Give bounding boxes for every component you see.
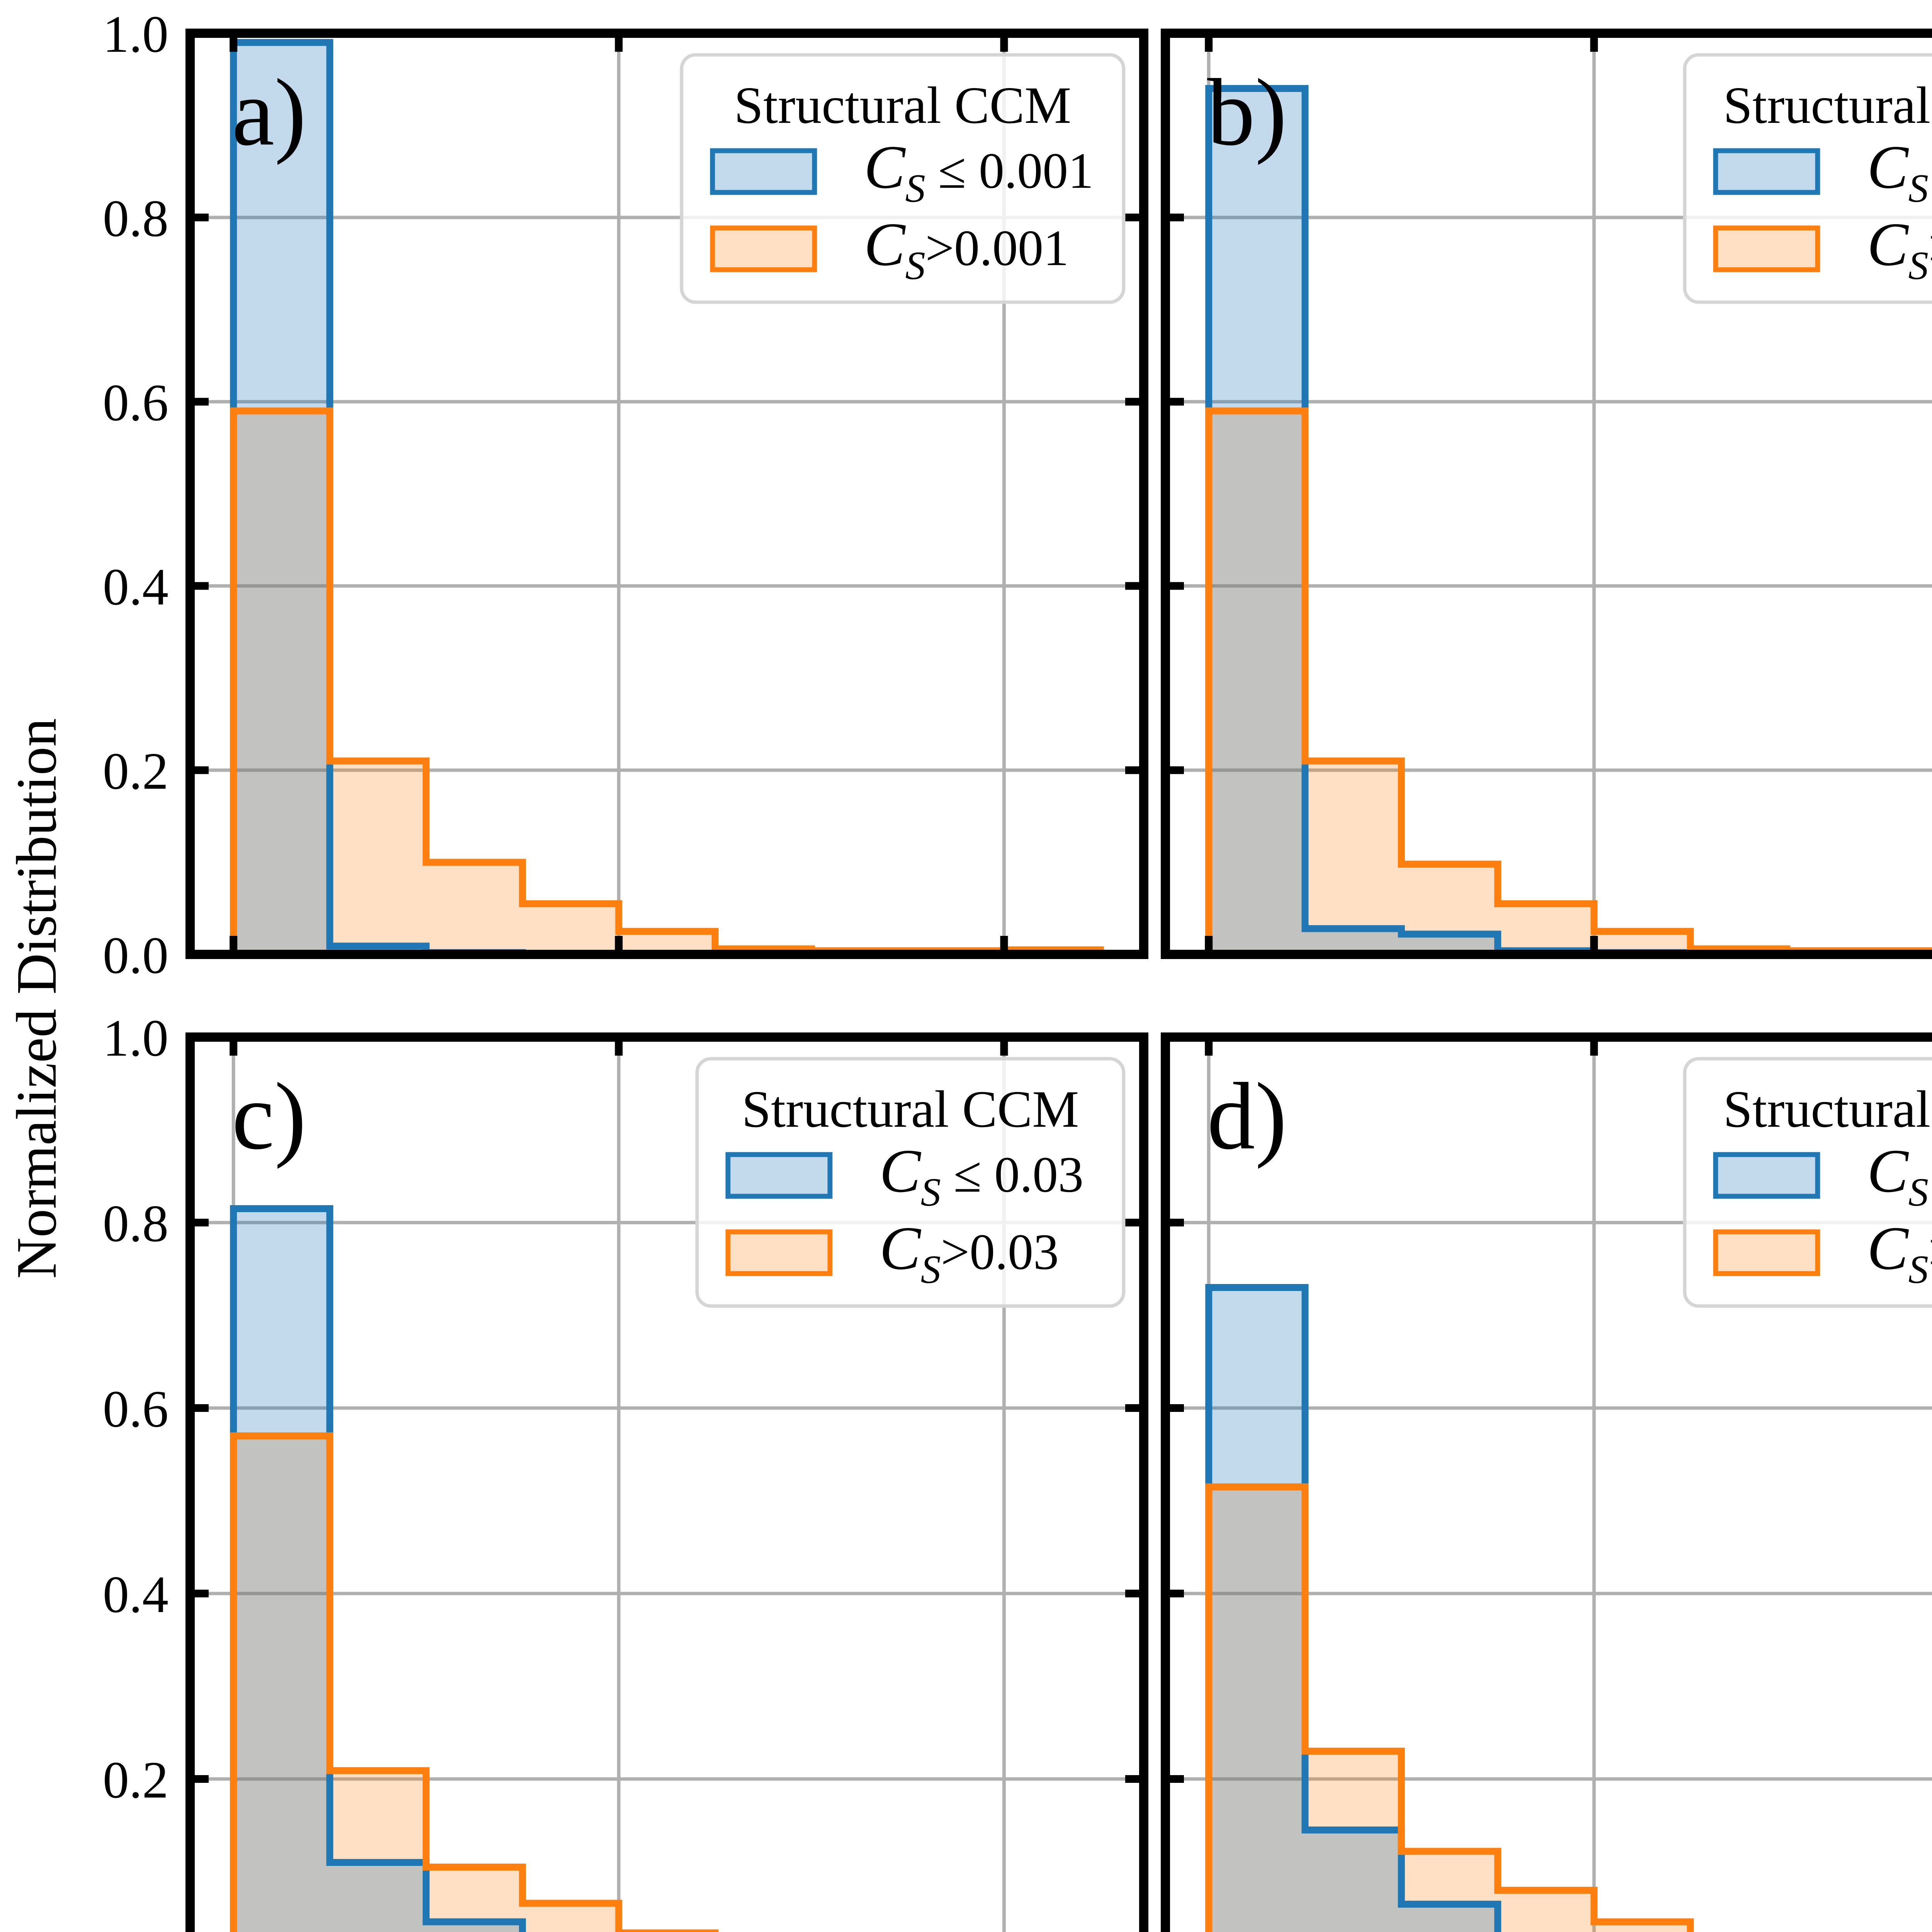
axes-spines <box>1161 29 1932 959</box>
legend-swatch-cs-le <box>1713 1152 1820 1199</box>
y-tick-label: 1.0 <box>103 5 168 63</box>
hist-edge-cs-le <box>230 1205 526 1932</box>
legend-swatch-cs-gt <box>1713 225 1820 272</box>
y-tick-label: 0.2 <box>103 1751 168 1809</box>
legend-box <box>1683 53 1932 304</box>
hist-fill-cs-le <box>233 42 1100 954</box>
y-tick-label: 0.4 <box>103 558 168 616</box>
y-tick-label: 0.0 <box>103 927 168 985</box>
hist-fill-cs-gt <box>1209 1487 1690 1932</box>
hist-fill-cs-le <box>233 1209 523 1932</box>
legend-swatch-cs-gt <box>1713 1229 1820 1276</box>
legend-label-cs-gt: CS>0.001 <box>864 210 1069 288</box>
legend-label-cs-le: CS ≤ 0.06 <box>1867 1136 1932 1214</box>
y-tick-label: 0.8 <box>103 190 168 248</box>
legend-swatch-cs-le <box>1713 148 1820 195</box>
panel-letter: b) <box>1207 59 1287 165</box>
axes-spines <box>185 1032 1148 1932</box>
hist-fill-cs-le <box>1209 1287 1498 1932</box>
y-axis-label: Normalized Distribution <box>5 718 68 1279</box>
y-tick-label: 0.6 <box>103 1380 168 1438</box>
legend-label-cs-gt: CS>0.06 <box>1867 1214 1932 1292</box>
panel-letter: a) <box>232 59 306 165</box>
hist-fill-cs-gt <box>1209 411 1932 954</box>
legend-swatch-cs-le <box>710 148 817 195</box>
hist-edge-cs-gt <box>230 1432 719 1932</box>
legend-swatch-cs-gt <box>725 1229 833 1276</box>
legend-label-cs-le: CS ≤ 0.03 <box>879 1136 1083 1214</box>
legend-title: Structural CCM <box>1723 1080 1932 1138</box>
hist-edge-cs-gt <box>1205 407 1932 958</box>
legend-swatch-cs-gt <box>710 225 817 272</box>
axes-spines <box>1161 1032 1932 1932</box>
y-tick-label: 0.6 <box>103 374 168 432</box>
legend-title: Structural CCM <box>742 1080 1079 1138</box>
hist-edge-cs-gt <box>1205 1483 1694 1932</box>
legend-box <box>695 1057 1126 1308</box>
y-tick-label: 1.0 <box>103 1009 168 1067</box>
axes-spines <box>185 29 1148 959</box>
hist-fill-cs-gt <box>233 411 1100 954</box>
legend-title: Structural CCM <box>1723 77 1932 134</box>
panel-letter: c) <box>232 1063 306 1169</box>
hist-edge-cs-le <box>1205 1284 1502 1932</box>
legend-label-cs-gt: CS>0.03 <box>879 1214 1059 1292</box>
panel-c: 0.00.20.40.60.81.00.00.10.2c)Structural … <box>103 1009 1148 1932</box>
legend-box <box>1683 1057 1932 1308</box>
legend-label-cs-le: CS ≤ 0.001 <box>864 133 1094 211</box>
legend-label-cs-le: CS ≤ 0.01 <box>1867 133 1932 211</box>
legend-label-cs-gt: CS>0.01 <box>1867 210 1932 288</box>
y-tick-label: 0.2 <box>103 742 168 800</box>
hist-fill-cs-le <box>1209 88 1932 954</box>
panel-letter: d) <box>1207 1063 1287 1169</box>
legend-box <box>680 53 1126 304</box>
legend-title: Structural CCM <box>734 77 1071 134</box>
legend-swatch-cs-le <box>725 1152 833 1199</box>
y-tick-label: 0.4 <box>103 1566 168 1624</box>
y-tick-label: 0.8 <box>103 1195 168 1253</box>
